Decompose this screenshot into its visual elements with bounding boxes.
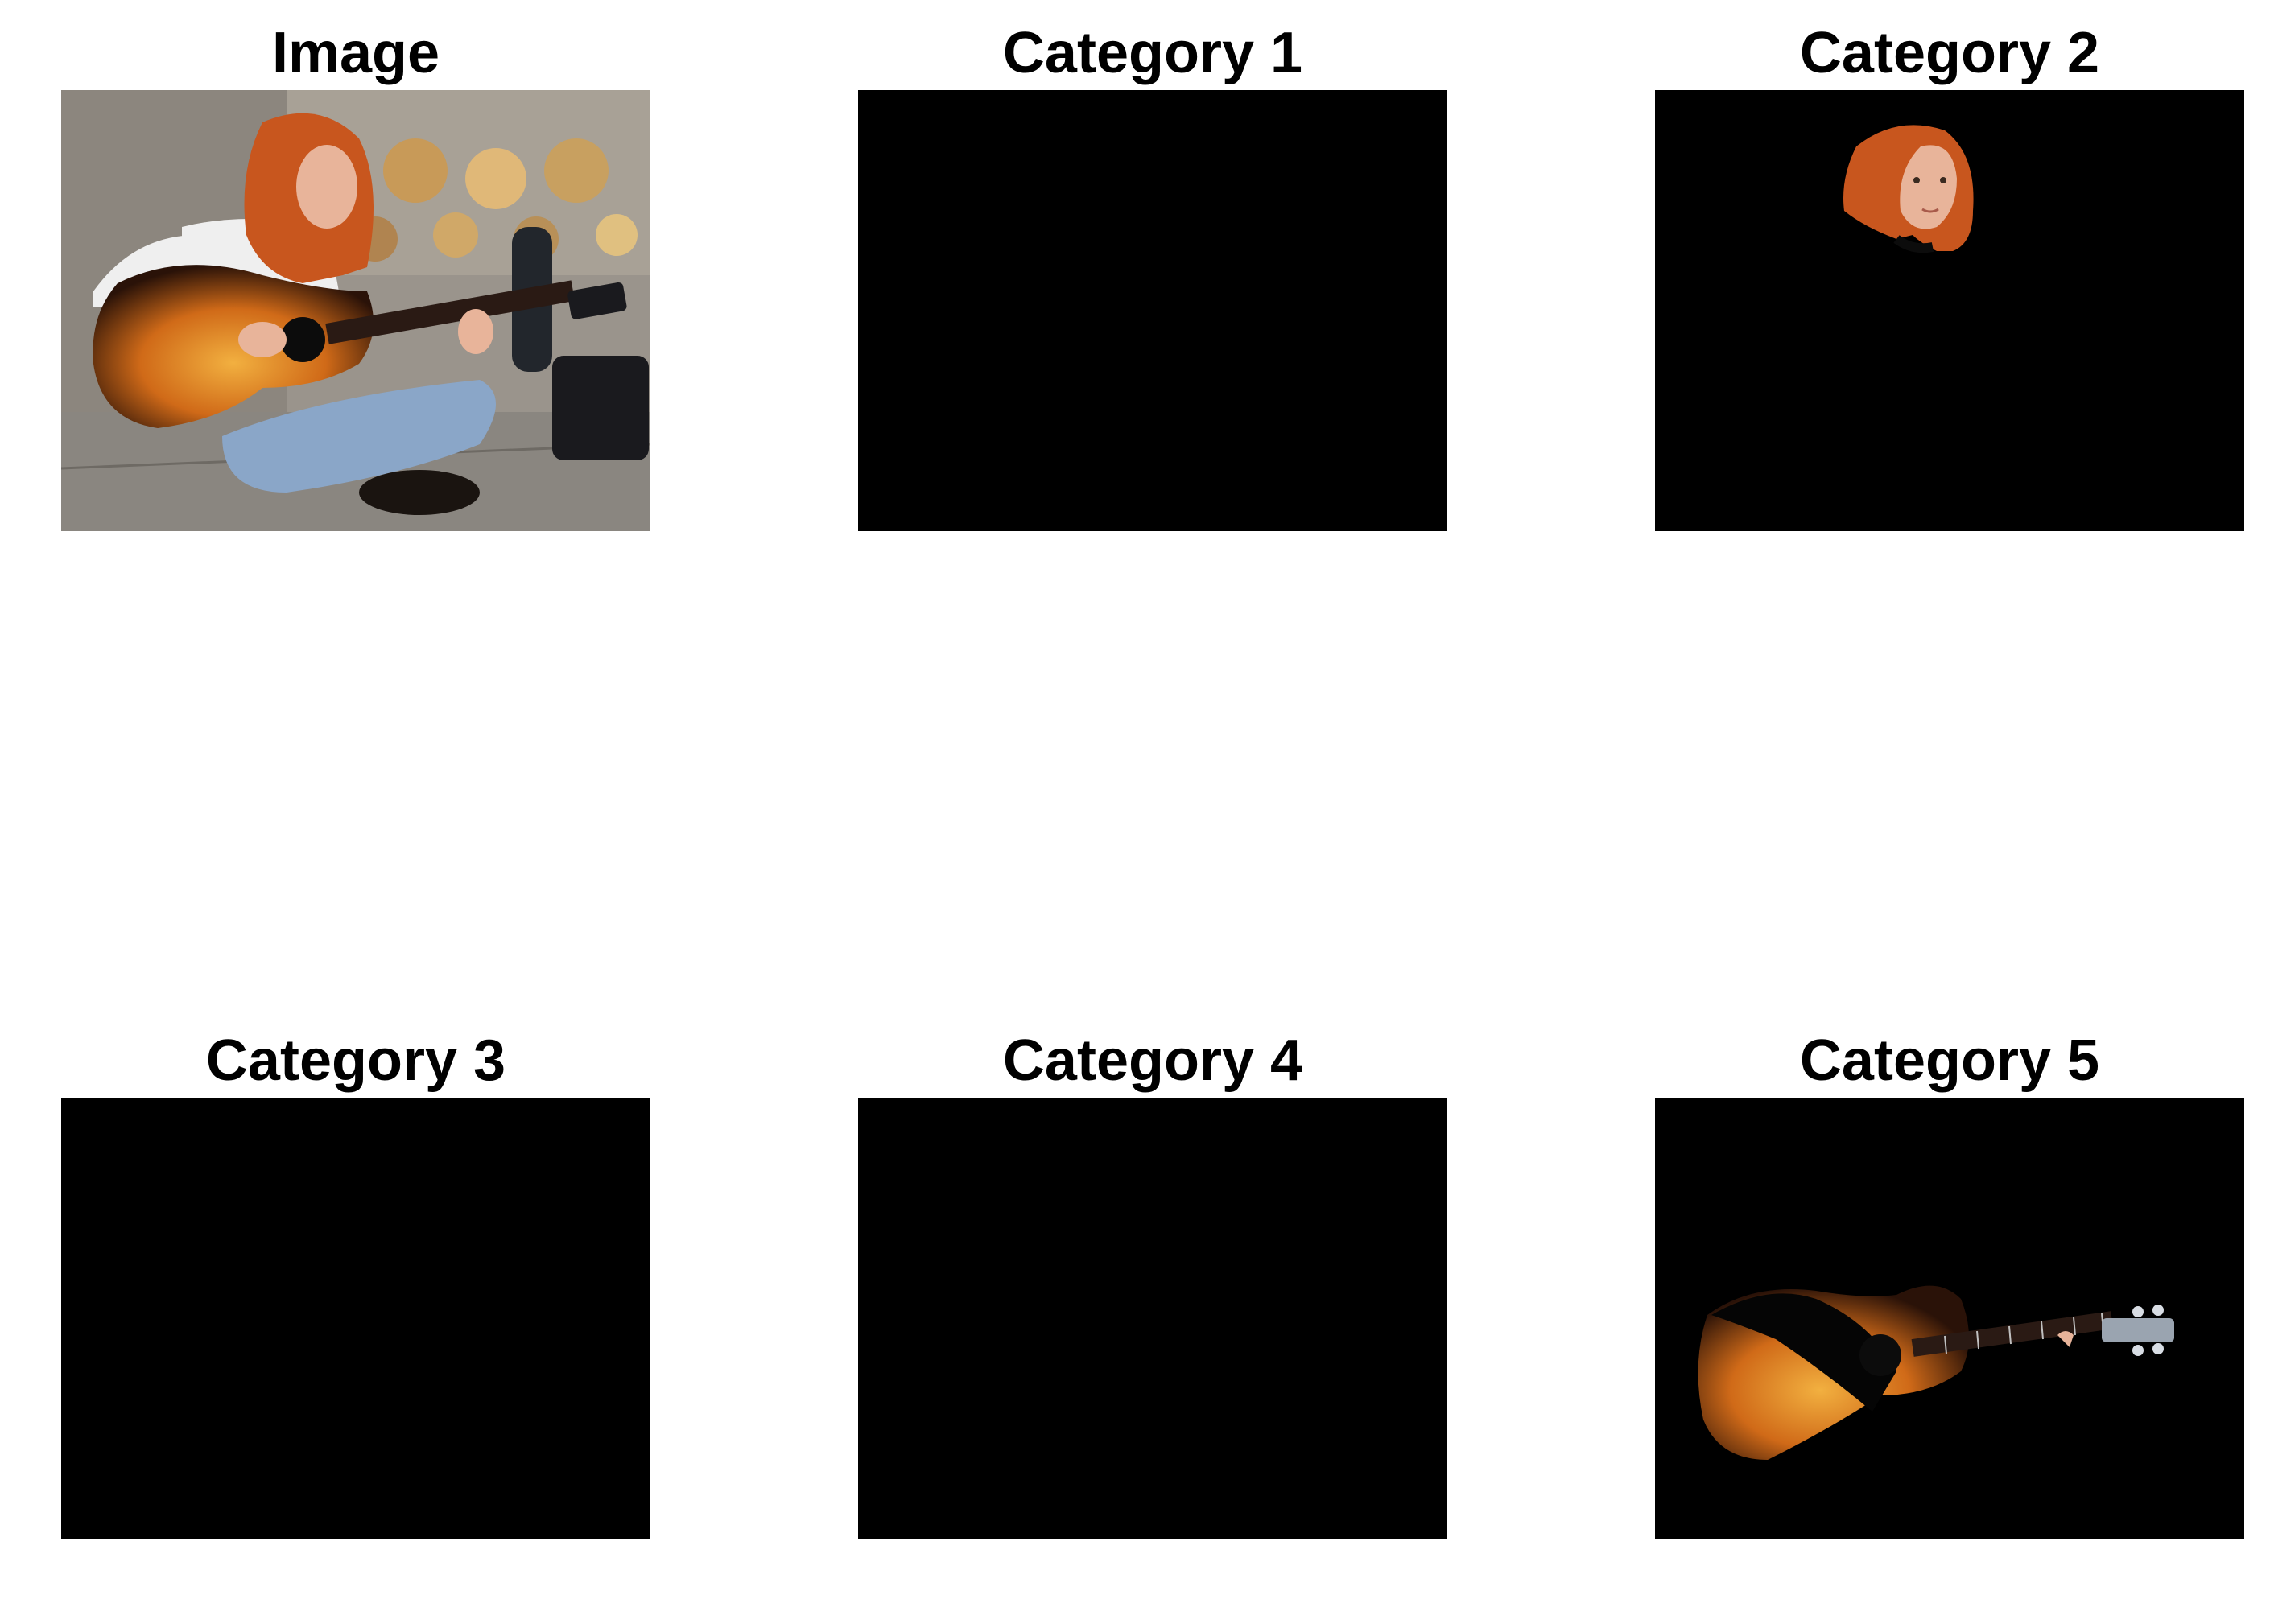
segment-arm-shadow: [1711, 1293, 1896, 1412]
category-1-mask: [858, 90, 1447, 531]
shoe: [359, 470, 480, 515]
panel-title-image: Image: [271, 21, 440, 85]
headstock: [568, 282, 627, 319]
category-5-mask: [1655, 1098, 2244, 1539]
category-4-mask: [858, 1098, 1447, 1539]
guitar-case: [552, 356, 649, 460]
category-2-mask: [1655, 90, 2244, 531]
panel-title-category-3: Category 3: [205, 1028, 506, 1093]
panel-title-category-1: Category 1: [1002, 21, 1303, 85]
jeans: [222, 380, 496, 493]
segment-finger: [2057, 1331, 2074, 1347]
category-3-mask: [61, 1098, 650, 1539]
face: [296, 145, 357, 229]
segment-face: [1900, 145, 1957, 229]
person-head-segment: [1843, 125, 1974, 253]
original-photo: [61, 90, 650, 531]
segment-guitar-neck: [1911, 1311, 2114, 1357]
sound-hole: [280, 317, 325, 362]
panel-title-category-2: Category 2: [1799, 21, 2100, 85]
panel-title-category-4: Category 4: [1002, 1028, 1303, 1093]
original-image-panel: [61, 90, 650, 531]
panel-title-category-5: Category 5: [1799, 1028, 2100, 1093]
segment-sound-hole: [1859, 1334, 1901, 1376]
segment-headstock: [2102, 1318, 2174, 1342]
guitar-segment: [1698, 1285, 2174, 1460]
strumming-hand: [238, 322, 287, 357]
fretting-hand: [458, 309, 493, 354]
guitar-body: [93, 265, 374, 428]
guitar-neck: [325, 280, 576, 344]
